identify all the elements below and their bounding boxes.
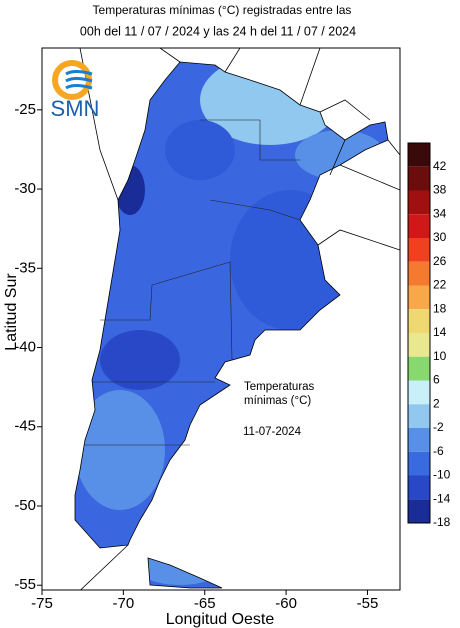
x-tick-label: -55	[357, 595, 379, 612]
title-line: 00h del 11 / 07 / 2024 y las 24 h del 11…	[80, 24, 356, 38]
colorbar-swatch	[408, 285, 430, 310]
y-tick-label: -25	[14, 101, 36, 118]
x-tick-label: -70	[113, 595, 135, 612]
annotation: Temperaturas	[244, 381, 315, 393]
colorbar-tick-label: 10	[433, 349, 447, 363]
colorbar-swatch	[408, 309, 430, 333]
y-tick-label: -35	[14, 259, 36, 276]
province-borders	[85, 119, 301, 446]
y-axis-label: Latitud Sur	[3, 273, 20, 351]
colorbar-tick-label: 38	[433, 183, 447, 197]
colorbar-swatch	[408, 380, 430, 405]
colorbar-tick-label: -6	[433, 444, 444, 458]
colorbar-swatch	[408, 428, 430, 452]
colorbar-tick-label: 18	[433, 301, 447, 315]
colorbar-swatch	[408, 166, 430, 191]
colorbar-swatch	[408, 356, 430, 381]
colorbar-swatch	[408, 190, 430, 215]
title-line: Temperaturas mínimas (°C) registradas en…	[93, 3, 352, 17]
x-axis-label: Longitud Oeste	[166, 611, 275, 628]
y-tick-label: -50	[14, 497, 36, 514]
colorbar-swatch	[408, 333, 430, 357]
logo-text: SMN	[51, 96, 100, 121]
colorbar-tick-label: -18	[433, 515, 451, 529]
x-tick-label: -60	[275, 595, 297, 612]
colorbar-swatch	[408, 261, 430, 286]
y-tick-label: -55	[14, 576, 36, 593]
x-tick-label: -65	[194, 595, 216, 612]
colorbar-swatch	[408, 143, 430, 167]
colorbar-swatch	[408, 238, 430, 262]
colorbar-tick-label: 2	[433, 396, 440, 410]
colorbar-tick-label: 30	[433, 230, 447, 244]
colorbar-tick-label: 42	[433, 159, 447, 173]
colorbar-tick-label: 26	[433, 254, 447, 268]
colorbar-tick-label: 6	[433, 373, 440, 387]
y-tick-label: -40	[14, 338, 36, 355]
logo-waves	[65, 70, 93, 90]
y-tick-label: -30	[14, 180, 36, 197]
colorbar-tick-label: 22	[433, 278, 447, 292]
colorbar-tick-label: -10	[433, 468, 451, 482]
colorbar-tick-label: 14	[433, 325, 447, 339]
y-tick-label: -45	[14, 418, 36, 435]
annotation: mínimas (°C)	[244, 395, 311, 407]
colorbar-swatch	[408, 451, 430, 476]
colorbar-tick-label: -14	[433, 491, 451, 505]
x-tick-label: -75	[31, 595, 53, 612]
colorbar-frame	[407, 142, 431, 524]
colorbar-swatch	[408, 475, 430, 500]
annotation-date: 11-07-2024	[243, 426, 302, 438]
colorbar-swatch	[408, 404, 430, 428]
colorbar-tick-label: 34	[433, 206, 447, 220]
colorbar-tick-label: -2	[433, 420, 444, 434]
colorbar-swatch	[408, 214, 430, 238]
colorbar-swatch	[408, 499, 430, 523]
neighbor-borders	[79, 48, 400, 590]
